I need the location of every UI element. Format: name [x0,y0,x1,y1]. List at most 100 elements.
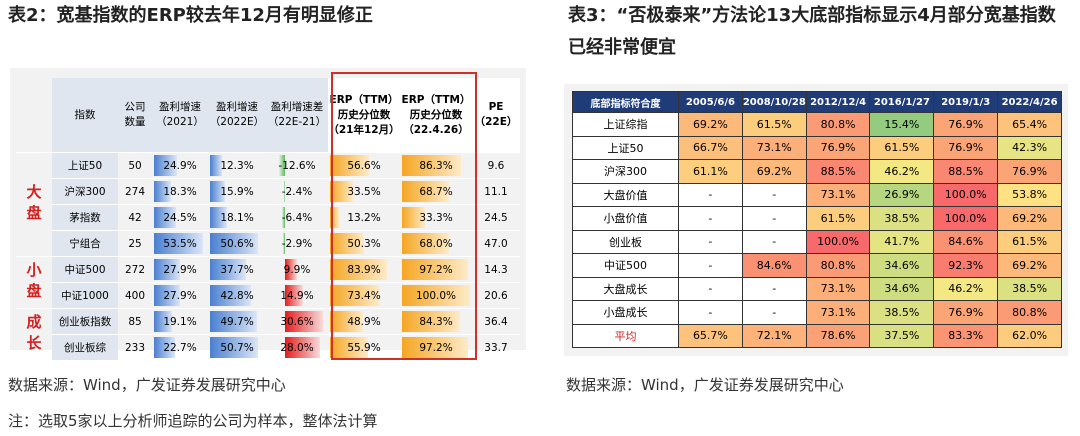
cell: 50 [118,152,152,179]
cell-text: 48.9% [347,315,381,328]
cell: 65.4% [997,112,1062,137]
cell-text: 83.9% [347,263,381,276]
cell-text: 86.3% [419,159,453,172]
header-line: ERP（TTM） [401,93,471,106]
data-bar [154,337,175,358]
group-label: 成长 [16,308,52,361]
cell: 中证500 [52,256,118,283]
header-cell: 公司 数量 [118,78,152,153]
cell: 20.6 [472,282,520,309]
cell-text: 33.7 [484,341,508,354]
data-bar [210,311,258,332]
cell: 创业板综 [52,334,118,361]
header-row: 指数 公司 数量 盈利增速 （2021） 盈利增速 （2022E） 盈利增速差 （22E-21）… [16,78,520,153]
data-bar [402,259,469,280]
data-bar [154,233,204,254]
cell: 创业板指数 [52,308,118,335]
data-bar [402,181,449,202]
cell: 沪深300 [52,178,118,205]
cell: 38.5% [997,276,1062,301]
cell: 9.6 [472,152,520,179]
cell: 76.9% [997,159,1062,184]
cell: 100.0% [400,282,472,309]
data-bar [154,311,172,332]
cell-text: 42.8% [220,289,254,302]
header-line: （22.4.26） [403,123,469,136]
data-bar [278,155,285,176]
data-bar [281,207,285,228]
cell: 65.7% [678,323,743,348]
cell: 84.6% [741,253,807,278]
data-bar [210,233,259,254]
header-cell: 盈利增速 （2022E） [208,78,266,153]
cell: -6.4% [266,204,328,231]
corner [16,78,52,153]
cell: 平均 [572,323,679,348]
cell: 76.9% [933,135,999,160]
highlight-box [331,72,477,360]
header-line: ERP（TTM） [329,93,399,106]
cell: 47.0 [472,230,520,257]
cell: 33.3% [400,204,472,231]
cell-text: 25 [128,237,142,250]
cell: 78.6% [805,323,871,348]
data-bar [402,311,460,332]
data-bar [402,155,462,176]
cell: 沪深300 [572,159,679,184]
cell: 76.9% [933,300,999,325]
header-line: 历史分位数 [409,108,463,121]
cell: - [741,300,807,325]
cell-text: 36.4 [484,315,508,328]
cell-text: 84.3% [419,315,453,328]
cell-text: -2.9% [281,237,313,250]
data-bar [284,285,304,306]
cell-text: 33.5% [347,185,381,198]
header-line: 盈利增速 [159,101,201,113]
cell: 80.8% [805,253,871,278]
cell-text: -12.6% [278,159,316,172]
cell: 86.3% [400,152,472,179]
cell: - [741,229,807,254]
cell: 50.6% [208,230,266,257]
right-source: 数据来源：Wind，广发证券发展研究中心 [566,376,844,394]
cell-text: 97.2% [419,341,453,354]
cell: 61.5% [805,206,871,231]
cell-text: 28.0% [280,341,314,354]
cell: 小盘成长 [572,300,679,325]
row: 平均 65.7% 72.1% 78.6% 37.5% 83.3% 62.0% [572,323,1062,348]
cell-text: 27.9% [163,289,197,302]
cell-text: 创业板指数 [58,316,112,328]
data-bar [284,337,320,358]
cell: 68.7% [400,178,472,205]
cell: 24.9% [152,152,208,179]
cell: - [678,253,743,278]
group-label: 小盘 [16,256,52,309]
header-line: 数量 [124,116,146,128]
cell-text: 沪深300 [64,186,106,198]
header-cell: 2005/6/6 [678,91,743,113]
cell: - [678,300,743,325]
cell: 9.9% [266,256,328,283]
cell-text: 55.9% [347,341,381,354]
cell: 50.7% [208,334,266,361]
header-line: 公司 [124,101,146,113]
cell-text: 272 [124,263,146,276]
cell: 100.0% [805,229,871,254]
row: 沪深300 274 18.3% 15.9% -2.4% 33.5% 68.7% 11.1 [16,178,520,205]
header-line: 盈利增速 [216,101,258,113]
cell: 中证1000 [52,282,118,309]
cell: 274 [118,178,152,205]
data-bar [402,285,471,306]
cell-text: 20.6 [484,289,508,302]
cell-text: 22.7% [163,341,197,354]
row: 创业板综 233 22.7% 50.7% 28.0% 55.9% 97.2% 33.7 [16,334,520,361]
header-line: （2021） [156,116,204,128]
cell-text: 68.0% [419,237,453,250]
cell-text: 24.5 [484,211,508,224]
cell: 18.1% [208,204,266,231]
data-bar [330,181,353,202]
group-label: 大盘 [16,152,52,257]
header-line: PE [488,101,504,113]
cell: 19.1% [152,308,208,335]
cell: 69.2% [741,159,807,184]
